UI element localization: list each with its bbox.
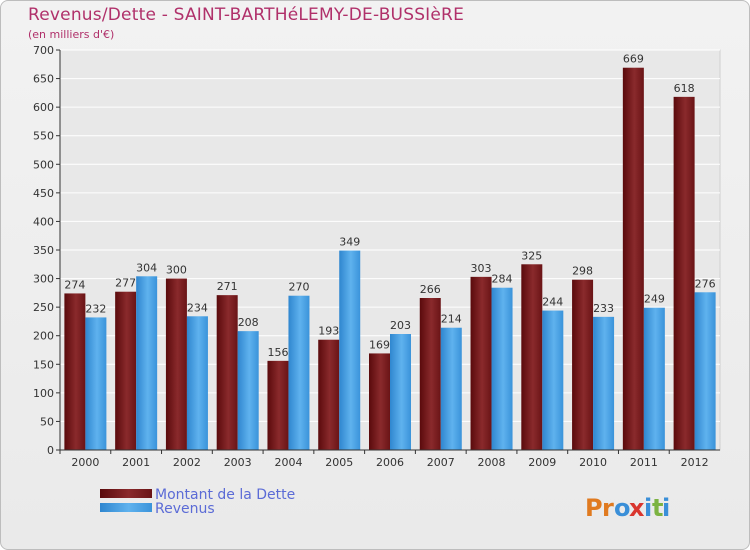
bar-revenus	[542, 310, 564, 450]
y-tick-label: 550	[33, 130, 54, 143]
x-tick-label: 2007	[427, 456, 455, 469]
bar-dette	[419, 298, 441, 450]
data-label-dette: 300	[166, 264, 187, 277]
bar-dette	[64, 293, 86, 450]
data-label-revenus: 349	[339, 236, 360, 249]
x-tick-label: 2012	[681, 456, 709, 469]
chart-subtitle: (en milliers d'€)	[28, 28, 115, 41]
bar-revenus	[288, 295, 310, 450]
x-axis: 2000 2001 2002 2003 2004 2005 2006 2007 2008 2009…	[59, 450, 709, 469]
y-tick-label: 200	[33, 330, 54, 343]
bar-revenus	[136, 276, 158, 450]
data-label-dette: 303	[471, 262, 492, 275]
bar-dette	[673, 96, 695, 450]
data-label-dette: 274	[64, 278, 85, 291]
x-tick-label: 2000	[71, 456, 99, 469]
y-tick-label: 500	[33, 158, 54, 171]
bar-revenus	[491, 287, 513, 450]
y-tick-label: 650	[33, 73, 54, 86]
y-tick-label: 0	[47, 444, 54, 457]
bar-dette	[622, 67, 644, 450]
x-tick-label: 2010	[579, 456, 607, 469]
y-tick-label: 50	[40, 415, 54, 428]
data-label-revenus: 214	[441, 313, 462, 326]
bar-revenus	[237, 331, 259, 450]
bar-revenus	[440, 327, 462, 450]
legend-swatch-debt	[100, 489, 152, 498]
data-label-revenus: 284	[492, 273, 513, 286]
data-label-dette: 193	[318, 325, 339, 338]
bar-dette	[369, 353, 390, 450]
legend: Montant de la Dette Revenus	[100, 487, 295, 517]
legend-label-revenus: Revenus	[155, 501, 215, 517]
y-axis: 0 50 100 150 200 250 300 350 400 450 500 550 600 650 7…	[33, 44, 60, 457]
data-label-dette: 271	[217, 280, 238, 293]
logo-letter: r	[602, 494, 614, 522]
y-tick-label: 250	[33, 301, 54, 314]
data-label-dette: 277	[115, 277, 136, 290]
data-label-revenus: 203	[390, 319, 411, 332]
bar-revenus	[339, 250, 361, 450]
data-label-dette: 169	[369, 338, 390, 351]
logo-letter: t	[652, 494, 663, 522]
logo-letter: i	[644, 494, 652, 522]
data-label-dette: 325	[521, 249, 542, 262]
data-label-revenus: 233	[593, 302, 614, 315]
data-label-revenus: 276	[695, 277, 716, 290]
logo-letter: i	[662, 494, 670, 522]
logo-letter: P	[585, 494, 603, 522]
x-tick-label: 2001	[122, 456, 150, 469]
y-tick-label: 400	[33, 215, 54, 228]
x-tick-label: 2003	[224, 456, 252, 469]
x-tick-label: 2005	[325, 456, 353, 469]
bar-revenus	[85, 317, 107, 450]
bar-dette	[165, 278, 187, 450]
x-tick-label: 2006	[376, 456, 404, 469]
bar-revenus	[390, 334, 411, 450]
bar-dette	[318, 339, 340, 450]
data-label-dette: 669	[623, 53, 644, 66]
bar-revenus	[186, 316, 208, 450]
bar-dette	[572, 279, 594, 450]
data-label-revenus: 208	[238, 316, 259, 329]
bar-revenus	[643, 307, 665, 450]
y-tick-label: 100	[33, 387, 54, 400]
data-label-revenus: 234	[187, 301, 208, 314]
y-tick-label: 600	[33, 101, 54, 114]
bar-revenus	[694, 292, 716, 450]
x-tick-label: 2002	[173, 456, 201, 469]
bar-dette	[216, 295, 238, 450]
logo-letter: x	[629, 494, 645, 522]
data-label-dette: 298	[572, 265, 593, 278]
data-label-revenus: 304	[136, 261, 157, 274]
y-tick-label: 150	[33, 358, 54, 371]
y-tick-label: 450	[33, 187, 54, 200]
bar-revenus	[593, 316, 615, 450]
y-tick-label: 700	[33, 44, 54, 57]
x-tick-label: 2008	[478, 456, 506, 469]
data-label-dette: 156	[267, 346, 288, 359]
bar-dette	[470, 276, 492, 450]
data-label-revenus: 244	[542, 296, 563, 309]
y-tick-label: 300	[33, 273, 54, 286]
legend-swatch-revenus	[100, 503, 152, 512]
data-label-revenus: 249	[644, 293, 665, 306]
x-tick-label: 2011	[630, 456, 658, 469]
legend-label-debt: Montant de la Dette	[155, 487, 295, 503]
data-label-dette: 266	[420, 283, 441, 296]
bar-dette	[115, 291, 137, 450]
chart-title: Revenus/Dette - SAINT-BARTHéLEMY-DE-BUSS…	[28, 5, 465, 25]
logo-letter: o	[614, 494, 631, 522]
bar-dette	[267, 360, 289, 450]
x-tick-label: 2009	[528, 456, 556, 469]
y-tick-label: 350	[33, 244, 54, 257]
x-tick-label: 2004	[274, 456, 302, 469]
data-label-dette: 618	[674, 82, 695, 95]
data-label-revenus: 232	[85, 302, 106, 315]
bar-dette	[521, 264, 543, 450]
data-label-revenus: 270	[288, 281, 309, 294]
